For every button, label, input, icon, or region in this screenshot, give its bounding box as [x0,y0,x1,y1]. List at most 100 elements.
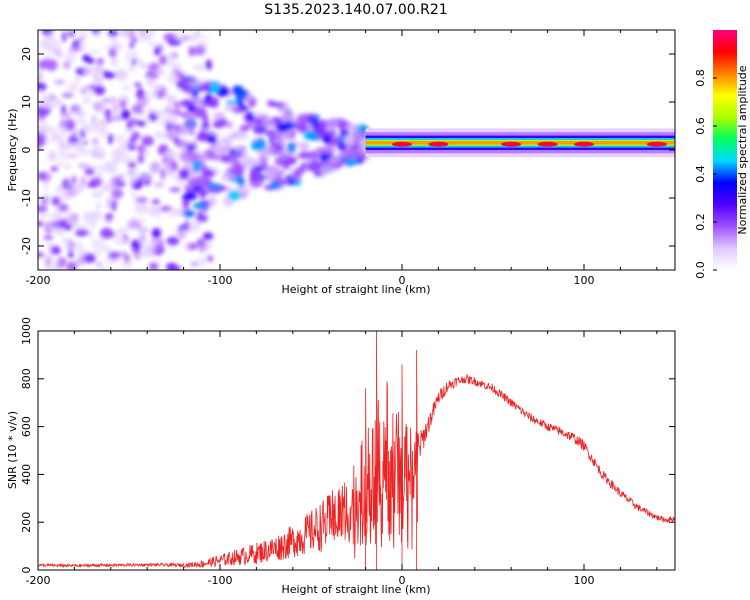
spectral-blob [191,261,198,267]
spectral-blob [71,223,82,230]
spectral-blob [90,165,105,170]
colorbar-tick-label: 0.0 [694,261,707,279]
spectral-blob [182,86,196,93]
spectral-blob [277,133,290,140]
spectral-blob [173,101,181,109]
spectral-blob [167,73,181,84]
x-tick-label: -200 [26,274,51,287]
spectral-blob [126,167,141,179]
spectral-blob [189,139,199,146]
spectral-blob [55,223,60,229]
spectral-blob [203,170,216,178]
spectral-blob [91,190,103,198]
spectral-blob [269,181,282,190]
spectral-blob [102,244,109,251]
spectral-blob [80,175,87,186]
spectral-blob [195,30,201,36]
spectral-blob [157,89,164,100]
spectral-blob [38,124,50,136]
spectral-blob [310,150,320,161]
spectral-blob [65,181,74,186]
x-tick-label: -100 [208,274,233,287]
spectral-blob [69,45,82,53]
spectral-blob [82,96,91,105]
colorbar-tick-label: 0.4 [694,165,707,183]
spectral-blob [93,247,103,257]
spectral-blob [282,111,295,123]
spectral-blob [201,122,210,129]
spectral-blob [121,84,132,91]
spectral-blob [206,255,214,262]
spectrogram-x-axis-label: Height of straight line (km) [281,283,430,296]
y-tick-label: 800 [20,368,33,389]
spectral-blob [158,54,168,66]
spectral-blob [38,220,44,227]
y-tick-label: 0 [20,567,33,574]
y-tick-label: -20 [20,237,33,255]
spectral-blob [46,59,58,71]
spectral-blob [139,34,153,42]
spectral-blob [50,211,63,223]
spectral-blob [165,117,179,125]
spectral-blob [114,112,121,124]
spectral-blob [225,135,233,148]
spectral-blob [38,205,48,213]
spectral-blob [63,163,72,170]
y-tick-label: 200 [20,512,33,533]
spectral-blob [130,215,136,223]
spectral-blob [349,150,366,159]
spectral-blob [107,133,114,145]
spectral-blob [127,162,137,169]
spectral-blob [263,146,277,154]
spectral-blob [141,135,154,147]
spectral-blob [38,74,44,80]
spectral-blob [151,199,161,205]
spectral-blob [60,126,69,137]
spectral-blob [47,223,54,231]
spectral-blob [65,119,76,131]
spectral-blob [337,142,347,151]
spectrogram-heatmap [38,30,675,270]
spectral-blob [345,123,360,133]
spectral-blob [74,118,87,125]
spectral-blob [167,173,179,179]
steady-line-peak [501,141,522,147]
spectrogram-y-axis-label: Frequency (Hz) [6,109,19,192]
spectral-blob [128,30,136,41]
spectral-blob [251,111,264,118]
spectral-blob [276,149,292,159]
spectral-blob [83,253,96,264]
spectral-blob [197,130,209,142]
spectral-blob [204,178,213,184]
spectral-blob [38,140,42,150]
spectral-blob [153,68,166,76]
spectral-blob [61,31,67,43]
spectral-blob [180,35,189,42]
spectral-blob [136,96,149,107]
spectral-blob [65,87,78,92]
spectral-blob [228,190,241,201]
spectral-blob [82,254,87,262]
spectral-blob [232,145,247,152]
spectral-blob [194,98,207,110]
spectral-blob [202,232,214,241]
spectral-blob [60,195,66,201]
spectral-blob [99,185,113,193]
spectral-blob [155,258,162,263]
steady-line-peak [646,141,667,147]
spectral-blob [157,119,167,127]
spectral-blob [49,39,62,52]
y-tick-label: 10 [20,95,33,109]
spectral-blob [81,147,88,157]
spectral-blob [133,82,142,88]
spectral-blob [91,30,100,34]
spectral-blob [60,111,72,119]
spectral-blob [135,197,149,203]
spectral-blob [131,104,144,115]
spectral-blob [100,227,114,239]
spectral-blob [97,61,102,72]
spectral-blob [66,261,77,270]
spectral-blob [51,196,61,206]
spectral-blob [128,142,137,147]
spectral-blob [44,55,50,62]
